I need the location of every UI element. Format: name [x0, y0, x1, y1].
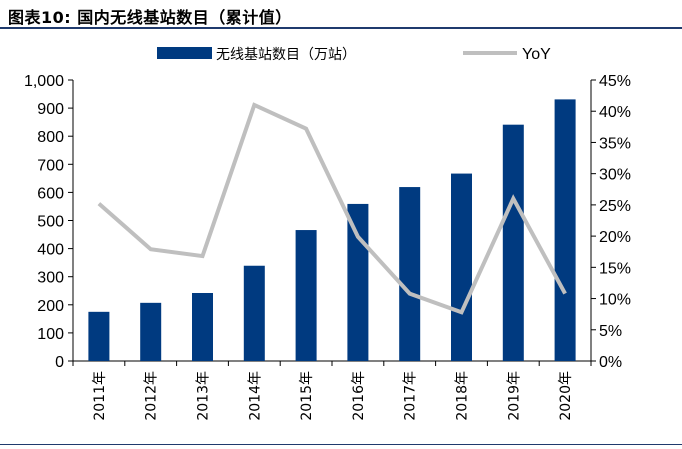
- x-axis-labels: 2011年 2012年 2013年 2014年 2015年 2016年 2017年 2018年…: [92, 371, 574, 421]
- left-axis-tick-label: 100: [37, 326, 64, 343]
- x-axis-tick-label: 2015年: [299, 371, 315, 421]
- right-axis-tick-label: 35%: [599, 135, 631, 152]
- right-axis-tick-label: 15%: [599, 260, 631, 277]
- left-axis-tick-label: 500: [37, 214, 64, 231]
- left-axis-tick-label: 600: [37, 185, 64, 202]
- left-axis-tick-label: 900: [37, 101, 64, 118]
- right-axis-tick-label: 10%: [599, 292, 631, 309]
- bar: [295, 230, 317, 361]
- right-axis-tick-label: 45%: [599, 73, 631, 90]
- right-axis-tick-label: 30%: [599, 167, 631, 184]
- bar: [399, 187, 421, 361]
- right-axis-tick-label: 0%: [599, 354, 622, 371]
- bar: [451, 173, 472, 361]
- bar: [347, 203, 369, 361]
- right-axis-tick-label: 40%: [599, 104, 631, 121]
- line-series: [97, 102, 567, 315]
- legend-label-line: YoY: [522, 46, 551, 63]
- left-axis-tick-label: 0: [55, 354, 64, 371]
- right-axis-labels: 0% 5% 10% 15% 20% 25% 30% 35% 40% 45%: [599, 73, 631, 371]
- title-divider: [0, 27, 682, 29]
- legend-swatch-bar: [157, 47, 212, 59]
- left-axis-tick-label: 400: [37, 242, 64, 259]
- yoy-line: [97, 102, 567, 315]
- x-axis-tick-label: 2014年: [247, 371, 263, 421]
- bar: [88, 311, 110, 361]
- bar: [243, 265, 265, 361]
- x-axis-tick-label: 2019年: [506, 371, 522, 421]
- left-axis-tick-label: 200: [37, 298, 64, 315]
- x-axis-tick-label: 2012年: [144, 371, 160, 421]
- right-axis-tick-label: 25%: [599, 198, 631, 215]
- left-axis-labels: 0 100 200 300 400 500 600 700 800 900 1,000: [24, 73, 64, 371]
- legend: 无线基站数目（万站） YoY: [157, 46, 551, 63]
- bar: [140, 302, 162, 361]
- left-axis-tick-label: 1,000: [24, 73, 64, 90]
- bar-series: [88, 99, 576, 361]
- bottom-divider: [0, 444, 682, 445]
- bar: [502, 124, 524, 361]
- x-axis-tick-label: 2011年: [92, 371, 108, 421]
- right-axis-tick-label: 20%: [599, 229, 631, 246]
- x-axis-tick-label: 2018年: [455, 371, 471, 421]
- x-axis-tick-label: 2016年: [351, 371, 367, 421]
- left-axis-tick-label: 700: [37, 157, 64, 174]
- legend-label-bar: 无线基站数目（万站）: [216, 46, 356, 63]
- page-title: 图表10: 国内无线基站数目（累计值）: [8, 8, 292, 27]
- left-axis-tick-label: 800: [37, 129, 64, 146]
- bar: [192, 292, 213, 361]
- left-axis-tick-label: 300: [37, 270, 64, 287]
- x-axis-tick-label: 2013年: [196, 371, 212, 421]
- x-axis-tick-label: 2017年: [403, 371, 419, 421]
- bar: [554, 99, 576, 361]
- x-axis-tick-label: 2020年: [558, 371, 574, 421]
- right-axis-tick-label: 5%: [599, 323, 622, 340]
